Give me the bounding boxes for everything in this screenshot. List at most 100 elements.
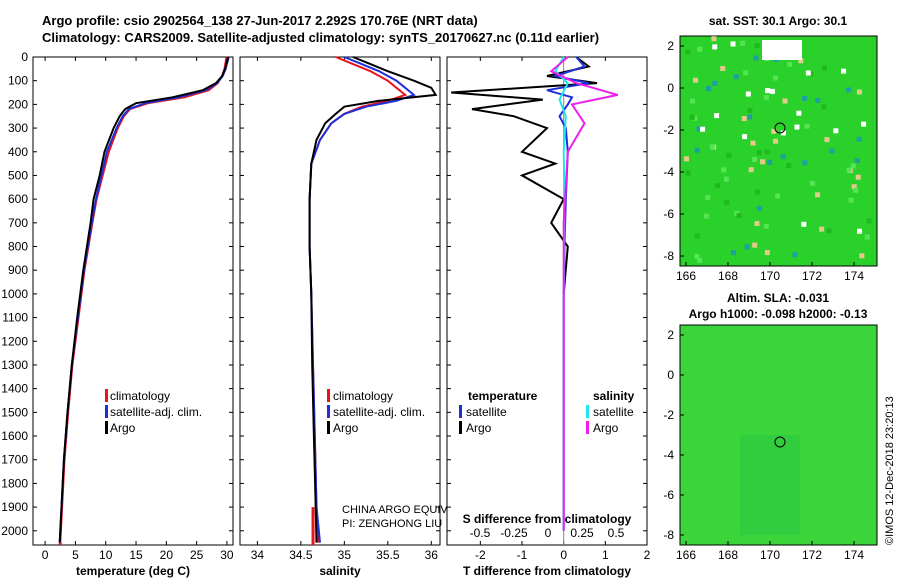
sst-cell <box>786 163 792 169</box>
sst-cell <box>824 137 830 143</box>
x-tick-label: 36 <box>425 548 439 562</box>
sst-cell <box>853 187 859 193</box>
sst-cell <box>741 116 747 122</box>
y-tick-label: 1100 <box>2 311 28 325</box>
sst-cell <box>773 138 779 144</box>
sst-cell <box>753 55 759 61</box>
map-y-tick-label: 0 <box>667 81 674 95</box>
sst-cell <box>714 113 720 119</box>
sst-cell <box>833 128 839 134</box>
map-x-tick-label: 174 <box>844 548 864 562</box>
panel-frame-0 <box>32 56 234 546</box>
y-tick-label: 400 <box>8 145 28 159</box>
sst-cell <box>802 160 808 166</box>
sst-cell <box>754 221 760 227</box>
sst-cell <box>856 136 862 142</box>
sst-cell <box>693 77 699 83</box>
map-x-tick-label: 172 <box>802 269 822 283</box>
sst-cell <box>771 128 777 134</box>
imos-watermark: ©IMOS 12-Dec-2018 23:20:13 <box>884 396 896 545</box>
sst-cell <box>856 89 862 95</box>
map-y-tick-label: 2 <box>667 328 674 342</box>
map-title-sla: Altim. SLA: -0.031 <box>727 291 829 305</box>
sst-cell <box>700 126 706 132</box>
map-subtitle-sla: Argo h1000: -0.098 h2000: -0.13 <box>689 307 868 321</box>
sst-cell <box>748 167 754 173</box>
sst-cell <box>703 213 709 219</box>
legend-swatch-0 <box>459 405 462 418</box>
sst-cell <box>792 252 798 258</box>
legend-swatch-1 <box>105 405 108 418</box>
sst-cell <box>715 183 721 189</box>
map-y-tick-label: -8 <box>663 528 674 542</box>
sst-cell <box>692 115 698 121</box>
x-tick-label: 15 <box>129 548 143 562</box>
sst-cell <box>750 140 756 146</box>
sst-cell <box>773 75 779 81</box>
y-tick-label: 100 <box>8 74 28 88</box>
map-y-tick-label: -6 <box>663 488 674 502</box>
x-tick-label: 2 <box>644 548 651 562</box>
legend-label-r1: Argo <box>593 421 619 435</box>
sst-cell <box>697 46 703 52</box>
legend-swatch-1 <box>459 421 462 434</box>
sst-cell <box>697 257 703 263</box>
sst-cell <box>733 74 739 80</box>
sst-cell <box>723 176 729 182</box>
sst-cell <box>689 98 695 104</box>
map-y-tick-label: -4 <box>663 448 674 462</box>
map-x-tick-label: 166 <box>676 269 696 283</box>
legend-label-r0: satellite <box>593 405 634 419</box>
y-tick-label: 1500 <box>1 405 28 419</box>
legend-swatch-0 <box>327 389 330 402</box>
legend-swatch-1 <box>327 405 330 418</box>
sst-cell <box>801 221 807 227</box>
y-tick-label: 500 <box>8 168 28 182</box>
legend-swatch-0 <box>105 389 108 402</box>
sst-cell <box>819 226 825 232</box>
sst-cell <box>821 104 827 110</box>
map-y-tick-label: -8 <box>663 249 674 263</box>
sst-cell <box>694 147 700 153</box>
top-tick-label: 0.25 <box>570 526 594 540</box>
salinity-argo-line <box>549 56 619 531</box>
x-tick-label: 20 <box>160 548 174 562</box>
sst-cell <box>802 96 808 102</box>
legend-swatch-2 <box>105 421 108 434</box>
sst-cell <box>780 130 786 136</box>
x-tick-label: 35.5 <box>376 548 400 562</box>
sst-cell <box>815 97 821 103</box>
sst-cell <box>689 114 695 120</box>
sst-cell <box>756 150 762 156</box>
sst-cell <box>794 124 800 130</box>
sst-cell <box>855 174 861 180</box>
map-x-tick-label: 168 <box>718 269 738 283</box>
map-title-sst: sat. SST: 30.1 Argo: 30.1 <box>709 14 848 28</box>
sst-cell <box>730 250 736 256</box>
sst-cell <box>810 180 816 186</box>
x-tick-label: 10 <box>99 548 113 562</box>
header-title: Argo profile: csio 2902564_138 27-Jun-20… <box>42 13 478 28</box>
sst-cell <box>752 242 758 248</box>
header-subtitle: Climatology: CARS2009. Satellite-adjuste… <box>42 30 600 45</box>
credit-line-2: PI: ZENGHONG LIU <box>342 518 442 530</box>
x-tick-label: 0 <box>42 548 49 562</box>
argo-line <box>58 56 230 543</box>
x-tick-label: 35 <box>338 548 352 562</box>
y-tick-label: 1600 <box>1 429 28 443</box>
sst-cell <box>769 88 775 94</box>
sst-cell <box>763 223 769 229</box>
sst-cell <box>730 41 736 47</box>
sst-cell <box>787 61 793 67</box>
legend-swatch-2 <box>327 421 330 434</box>
sst-cell <box>866 218 872 224</box>
sst-cell <box>775 193 781 199</box>
sst-cell <box>726 152 732 158</box>
top-axis-label: S difference from climatology <box>463 512 632 526</box>
sst-cell <box>851 184 857 190</box>
map-y-tick-label: 0 <box>667 368 674 382</box>
sst-cell <box>684 156 690 162</box>
sst-cell <box>829 148 835 154</box>
legend-swatch-r0 <box>586 405 589 418</box>
sst-cell <box>846 87 852 93</box>
